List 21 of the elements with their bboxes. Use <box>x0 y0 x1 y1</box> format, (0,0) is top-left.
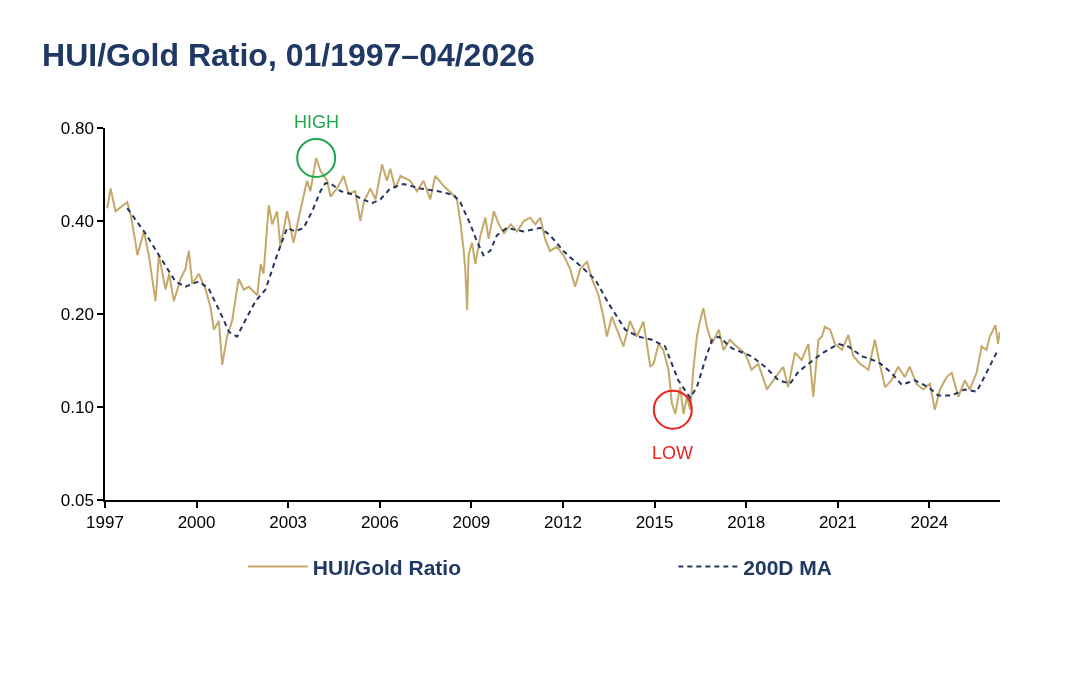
y-tick-label: 0.40 <box>60 211 94 231</box>
x-tick-label: 2024 <box>910 513 949 533</box>
legend-label: HUI/Gold Ratio <box>312 555 461 579</box>
annotation: HIGH <box>294 112 339 132</box>
line-series <box>126 182 998 399</box>
y-tick-label: 0.05 <box>60 490 94 510</box>
x-tick-label: 1997 <box>86 513 124 533</box>
legend-label: 200D MA <box>743 555 833 579</box>
annotation: LOW <box>652 443 694 463</box>
x-tick-label: 2000 <box>177 513 216 533</box>
y-tick-label: 0.80 <box>60 118 94 138</box>
chart-title: HUI/Gold Ratio, 01/1997–04/2026 <box>42 37 535 74</box>
x-tick-label: 2009 <box>452 513 491 533</box>
y-tick-label: 0.20 <box>60 304 94 324</box>
x-tick-label: 2003 <box>269 513 308 533</box>
x-tick-label: 2012 <box>544 513 582 533</box>
y-tick-label: 0.10 <box>60 397 94 417</box>
x-tick-label: 2018 <box>727 513 766 533</box>
x-tick-label: 2015 <box>635 513 674 533</box>
x-tick-label: 2006 <box>360 513 399 533</box>
x-tick-label: 2021 <box>818 513 857 533</box>
